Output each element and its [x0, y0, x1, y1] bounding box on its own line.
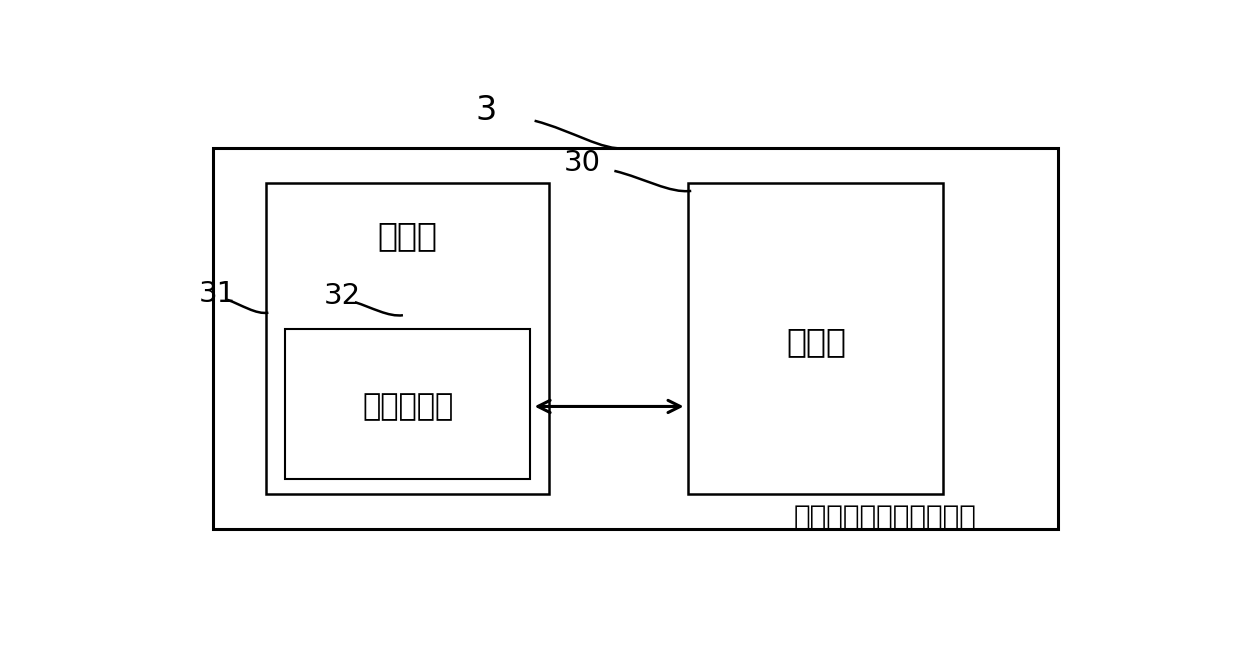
Text: 隧洞掘进机配件购买装置: 隧洞掘进机配件购买装置 — [794, 503, 977, 531]
Text: 31: 31 — [198, 280, 236, 308]
Bar — [265, 184, 549, 494]
Text: 计算机程序: 计算机程序 — [362, 392, 454, 421]
Bar — [688, 184, 942, 494]
Text: 3: 3 — [476, 94, 497, 127]
Text: 30: 30 — [564, 149, 601, 177]
Text: 存储器: 存储器 — [378, 219, 438, 253]
Bar — [213, 148, 1058, 529]
Text: 32: 32 — [324, 282, 361, 310]
Text: 处理器: 处理器 — [786, 325, 846, 358]
Bar — [285, 329, 529, 479]
